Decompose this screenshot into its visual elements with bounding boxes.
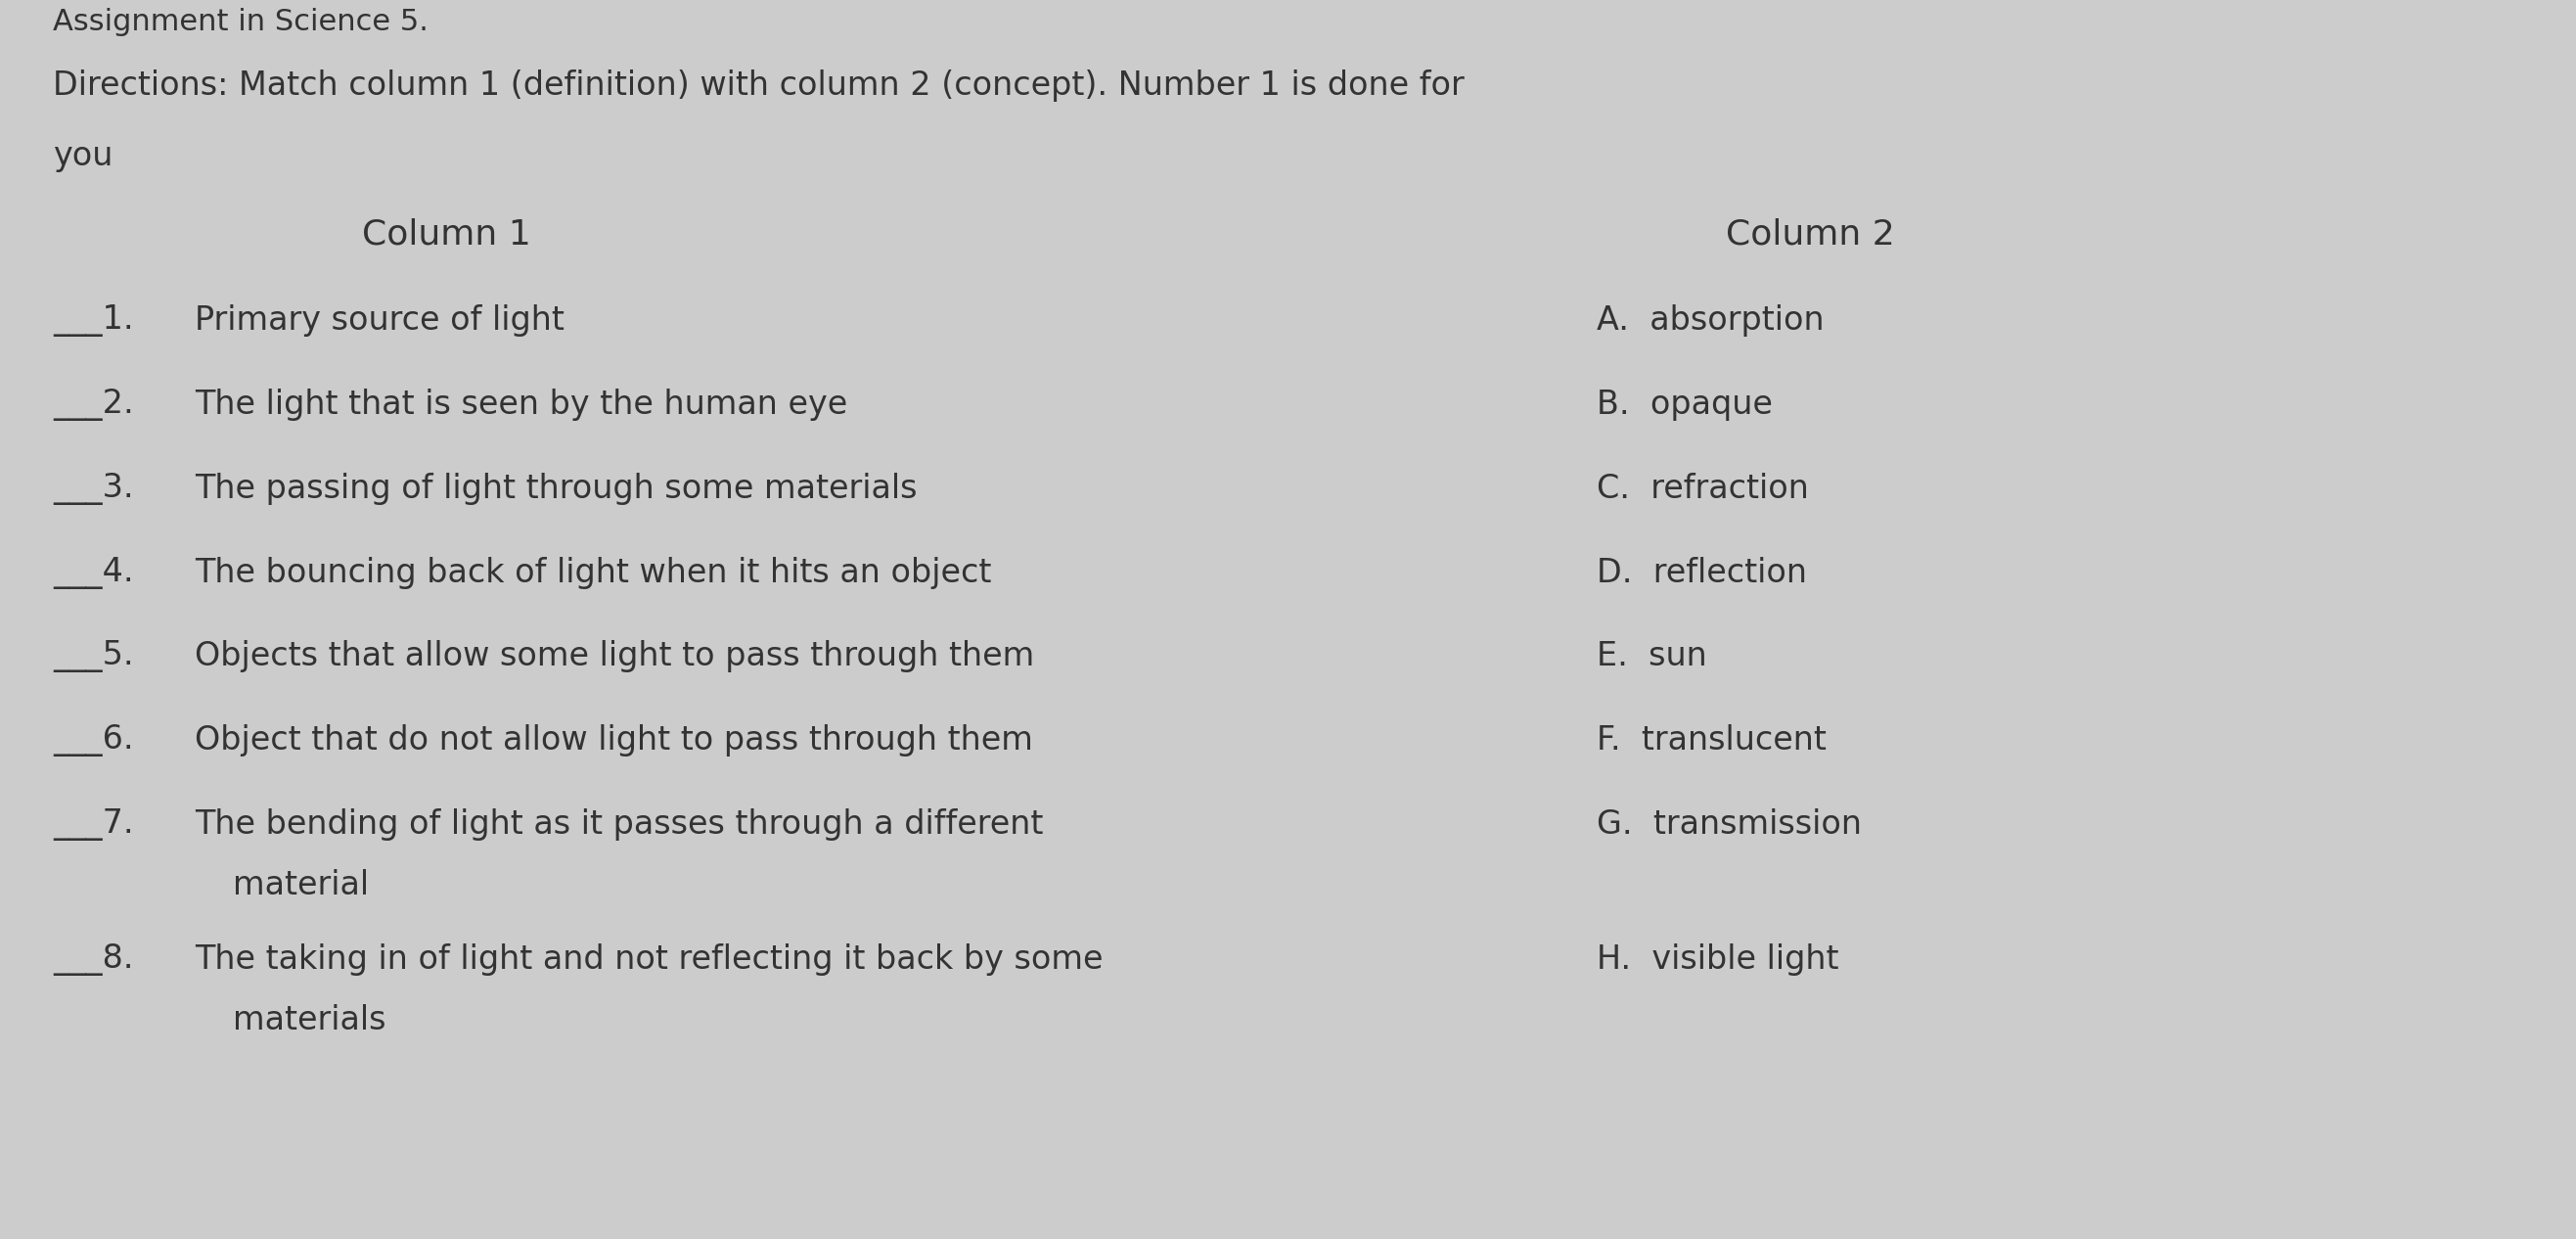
- Text: Column 1: Column 1: [361, 218, 531, 252]
- Text: Assignment in Science 5.: Assignment in Science 5.: [54, 7, 428, 36]
- Text: The passing of light through some materials: The passing of light through some materi…: [193, 472, 917, 504]
- Text: ___7.: ___7.: [54, 809, 134, 841]
- Text: you: you: [54, 140, 113, 172]
- Text: Primary source of light: Primary source of light: [193, 305, 564, 337]
- Text: ___3.: ___3.: [54, 472, 134, 504]
- Text: B.  opaque: B. opaque: [1597, 388, 1772, 420]
- Text: The bending of light as it passes through a different: The bending of light as it passes throug…: [193, 809, 1043, 841]
- Text: ___1.: ___1.: [54, 305, 134, 337]
- Text: E.  sun: E. sun: [1597, 641, 1708, 673]
- Text: Object that do not allow light to pass through them: Object that do not allow light to pass t…: [193, 725, 1033, 757]
- Text: The bouncing back of light when it hits an object: The bouncing back of light when it hits …: [193, 556, 992, 589]
- Text: ___4.: ___4.: [54, 556, 134, 589]
- Text: Objects that allow some light to pass through them: Objects that allow some light to pass th…: [193, 641, 1033, 673]
- Text: Directions: Match column 1 (definition) with column 2 (concept). Number 1 is don: Directions: Match column 1 (definition) …: [54, 69, 1463, 102]
- Text: D.  reflection: D. reflection: [1597, 556, 1808, 589]
- Text: The taking in of light and not reflecting it back by some: The taking in of light and not reflectin…: [193, 943, 1103, 975]
- Text: ___2.: ___2.: [54, 388, 134, 420]
- Text: H.  visible light: H. visible light: [1597, 943, 1839, 975]
- Text: C.  refraction: C. refraction: [1597, 472, 1808, 504]
- Text: ___8.: ___8.: [54, 943, 134, 975]
- Text: ___6.: ___6.: [54, 725, 134, 757]
- Text: material: material: [232, 870, 368, 902]
- Text: G.  transmission: G. transmission: [1597, 809, 1862, 841]
- Text: materials: materials: [232, 1004, 386, 1036]
- Text: The light that is seen by the human eye: The light that is seen by the human eye: [193, 388, 848, 420]
- Text: F.  translucent: F. translucent: [1597, 725, 1826, 757]
- Text: Column 2: Column 2: [1726, 218, 1893, 252]
- Text: A.  absorption: A. absorption: [1597, 305, 1824, 337]
- Text: ___5.: ___5.: [54, 641, 134, 673]
